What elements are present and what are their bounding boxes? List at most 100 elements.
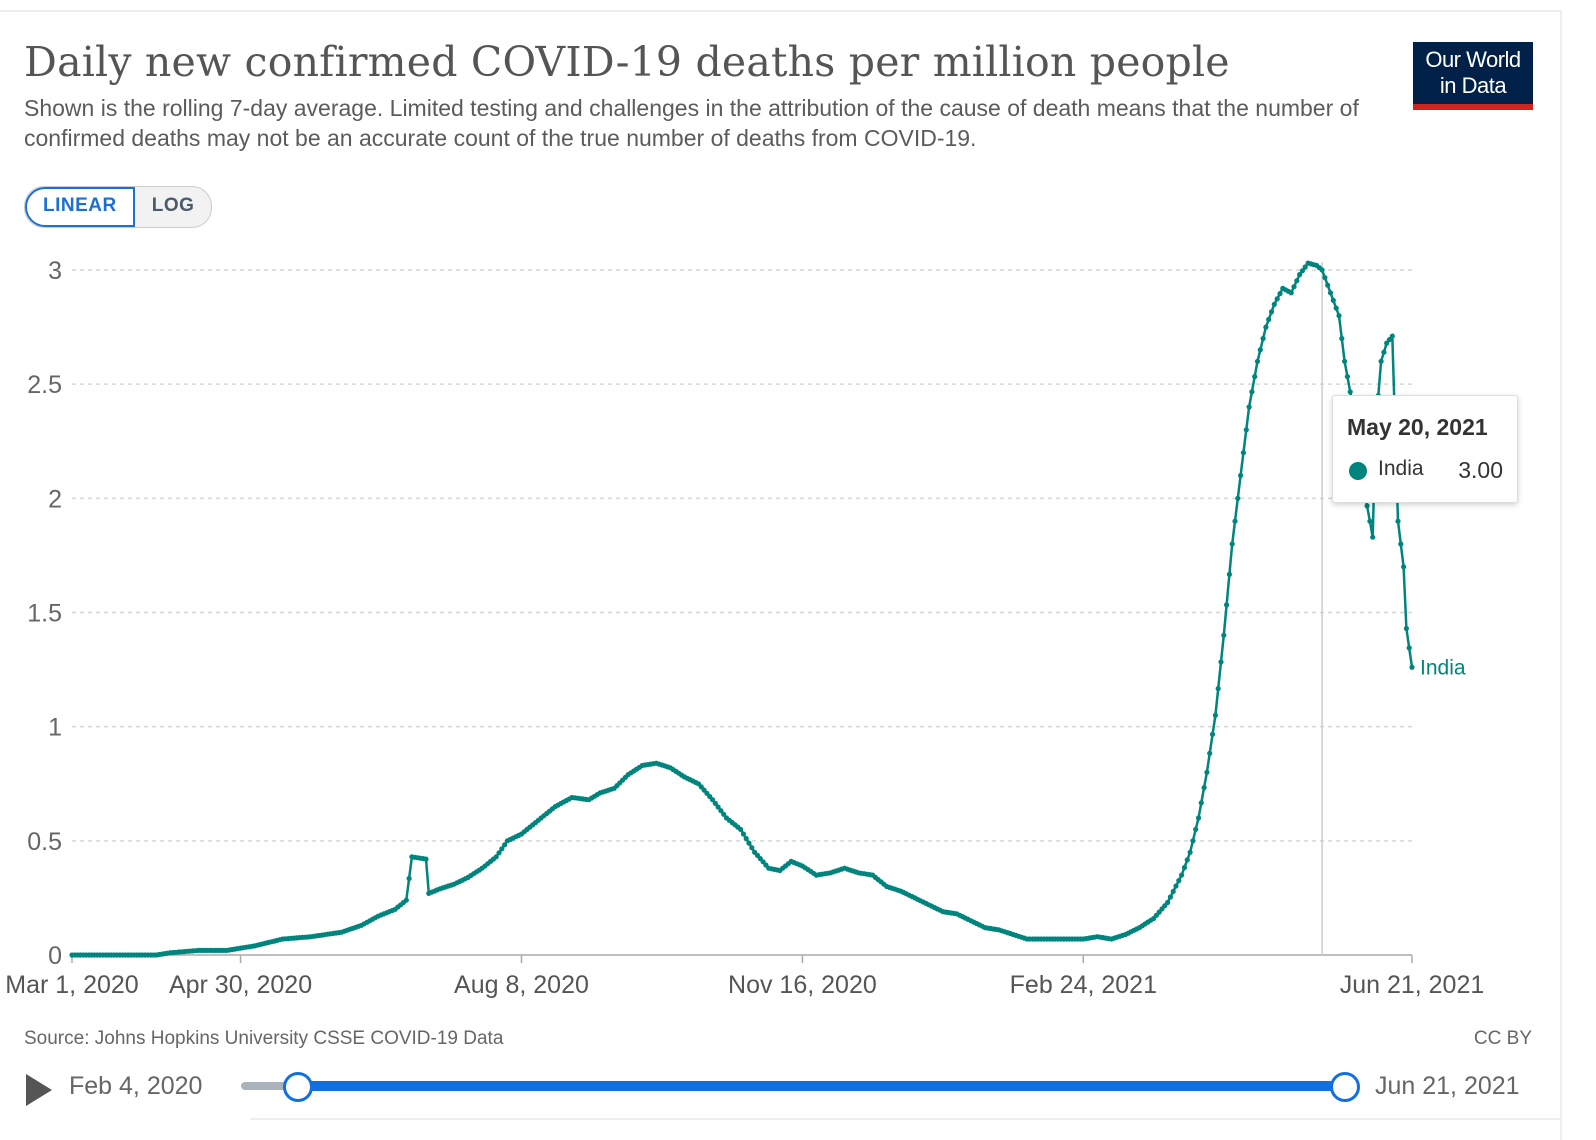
data-point [715, 804, 721, 810]
linear-scale-button[interactable]: LINEAR [25, 187, 135, 227]
timeline-end-label: Jun 21, 2021 [1375, 1072, 1520, 1100]
timeline-start-handle[interactable] [283, 1072, 313, 1102]
data-point [1170, 888, 1176, 895]
data-point [1179, 872, 1185, 878]
line-chart[interactable]: 0 0.5 1 1.5 2 2.5 3 Mar 1, 2020 Apr 30, 2020 Aug… [0, 240, 1596, 1010]
timeline-track-selected[interactable] [297, 1081, 1344, 1091]
timeline-start-label: Feb 4, 2020 [69, 1072, 203, 1100]
data-point [1204, 769, 1210, 775]
data-point [1398, 541, 1404, 547]
data-point [1330, 297, 1336, 303]
data-point [502, 842, 508, 848]
right-border [1560, 10, 1562, 1140]
x-tick-label: Mar 1, 2020 [5, 971, 138, 999]
data-point [718, 808, 724, 814]
tooltip-series-name: India [1378, 457, 1424, 480]
data-point [1260, 335, 1266, 342]
data-point [712, 800, 718, 807]
log-scale-button[interactable]: LOG [151, 195, 195, 216]
data-point [1274, 296, 1280, 302]
y-tick-label: 3 [48, 257, 62, 285]
data-point [1384, 340, 1390, 346]
data-point [1381, 349, 1387, 355]
data-point [743, 835, 749, 842]
data-point [1232, 518, 1238, 524]
data-point [1271, 301, 1277, 307]
x-tick-label: Jun 21, 2021 [1340, 971, 1485, 999]
data-point [1212, 712, 1218, 718]
data-point [1229, 541, 1235, 547]
logo-line-2: in Data [1439, 73, 1507, 98]
data-point [1327, 290, 1334, 296]
data-point [749, 845, 755, 851]
data-point [1243, 427, 1249, 433]
data-point [493, 854, 499, 860]
tooltip-series-dot [1349, 462, 1367, 480]
data-point [1325, 282, 1331, 288]
data-point [1165, 899, 1171, 906]
data-point [1187, 849, 1193, 855]
data-point [1367, 518, 1373, 524]
y-tick-label: 0 [48, 942, 62, 970]
data-point [1252, 374, 1258, 380]
data-point [1319, 267, 1325, 273]
data-point [1207, 750, 1213, 756]
data-point [1347, 389, 1353, 395]
data-point [1238, 472, 1244, 479]
timeline-end-handle[interactable] [1330, 1072, 1360, 1102]
data-point [1215, 686, 1221, 692]
data-point [1235, 495, 1241, 501]
data-point [1249, 389, 1255, 395]
data-point [1181, 864, 1188, 871]
series-line-india[interactable] [72, 261, 1414, 957]
x-tick-label: Aug 8, 2020 [454, 971, 589, 999]
chart-subtitle: Shown is the rolling 7-day average. Limi… [24, 95, 1359, 151]
data-point [1266, 316, 1272, 323]
data-point [1277, 291, 1283, 297]
data-point [738, 826, 744, 833]
data-point [496, 850, 502, 856]
data-point [1184, 857, 1190, 863]
data-point [1198, 800, 1204, 806]
series-label-india: India [1420, 656, 1466, 679]
data-point [1389, 333, 1395, 339]
data-point [1299, 268, 1305, 274]
source-note[interactable]: Source: Johns Hopkins University CSSE CO… [24, 1028, 504, 1049]
data-point [746, 840, 752, 846]
data-point [406, 875, 412, 882]
data-point [1246, 404, 1252, 410]
data-point [1339, 335, 1345, 342]
tooltip-value: 3.00 [1458, 457, 1503, 483]
y-axis-tick-labels: 0 0.5 1 1.5 2 2.5 3 [27, 257, 62, 970]
data-point [1288, 290, 1294, 296]
x-tick-label: Apr 30, 2020 [169, 971, 312, 999]
data-point [1254, 358, 1261, 364]
data-point [1336, 313, 1342, 319]
x-axis: Mar 1, 2020 Apr 30, 2020 Aug 8, 2020 Nov 16… [5, 954, 1485, 999]
y-tick-label: 2 [48, 485, 62, 513]
data-point [1201, 785, 1207, 791]
data-point [1193, 826, 1199, 833]
data-point [1176, 878, 1182, 884]
data-point [1173, 883, 1179, 889]
data-point [1195, 815, 1202, 821]
data-point [1209, 731, 1216, 737]
data-point [1268, 309, 1275, 315]
data-point [1403, 625, 1409, 632]
license-link[interactable]: CC BY [1473, 1028, 1532, 1049]
data-point [740, 831, 747, 837]
data-point [499, 846, 505, 852]
data-point [1395, 518, 1401, 524]
data-point [1401, 564, 1407, 570]
owid-logo[interactable]: Our World in Data [1413, 42, 1533, 110]
data-point [1344, 374, 1350, 380]
scale-toggle: LINEAR LOG [24, 186, 213, 228]
play-icon[interactable] [26, 1074, 52, 1106]
data-point [1263, 324, 1269, 330]
data-point [1240, 450, 1246, 456]
top-border [0, 10, 1560, 12]
timeline-track-unselected[interactable] [241, 1082, 297, 1090]
data-point [1333, 305, 1339, 311]
x-tick-label: Nov 16, 2020 [728, 971, 877, 999]
data-point [1342, 358, 1348, 364]
